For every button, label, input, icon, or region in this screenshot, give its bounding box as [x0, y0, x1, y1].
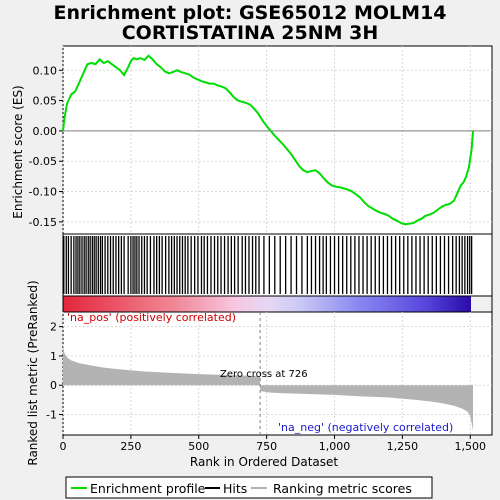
xtick-label-5: 1,250	[387, 440, 419, 453]
xtick-label-2: 500	[188, 440, 209, 453]
ranking-y-label: Ranked list metric (PreRanked)	[26, 280, 40, 465]
xtick-label-6: 1,500	[455, 440, 487, 453]
xtick-label-0: 0	[60, 440, 67, 453]
xtick-label-3: 750	[256, 440, 277, 453]
es-ytick-label-2: -0.05	[29, 155, 57, 168]
ranking-metric-area	[63, 345, 473, 431]
chart-title-line1: Enrichment plot: GSE65012 MOLM14	[53, 2, 446, 24]
xtick-label-4: 1,000	[319, 440, 351, 453]
hits-marks	[63, 236, 473, 294]
es-ytick-label-1: -0.10	[29, 186, 57, 199]
enrichment-profile-line	[62, 54, 474, 226]
rank-color-bar	[63, 296, 471, 312]
zero-cross-label: Zero cross at 726	[220, 369, 308, 380]
es-y-label: Enrichment score (ES)	[11, 85, 25, 218]
es-ytick-label-0: -0.15	[29, 216, 57, 229]
rk-ytick-label-3: 2	[50, 321, 57, 334]
rk-ytick-label-0: -1	[46, 409, 57, 422]
legend-box	[65, 476, 433, 499]
legend-item-ranking: Ranking metric scores	[251, 481, 412, 496]
legend-item-enrichment: Enrichment profile	[71, 481, 206, 496]
rk-ytick-label-2: 1	[50, 350, 57, 363]
es-y-axis: -0.15 -0.10 -0.05 0.00 0.05 0.10	[29, 64, 63, 229]
x-axis-label: Rank in Ordered Dataset	[190, 455, 338, 469]
neg-correlated-label: 'na_neg' (negatively correlated)	[278, 421, 453, 434]
es-ytick-label-3: 0.00	[33, 125, 58, 138]
chart-title-line2: CORTISTATINA 25NM 3H	[122, 22, 379, 44]
pos-correlated-label: 'na_pos' (positively correlated)	[67, 311, 236, 324]
rk-ytick-label-1: 0	[50, 379, 57, 392]
ranking-y-axis: -1 0 1 2	[46, 321, 63, 422]
legend-item-hits: Hits	[205, 481, 247, 496]
legend-hits-label: Hits	[223, 481, 247, 496]
legend-ranking-label: Ranking metric scores	[273, 481, 412, 496]
legend-enrichment-label: Enrichment profile	[90, 481, 206, 496]
es-ytick-label-5: 0.10	[33, 64, 58, 77]
x-axis: 0 250 500 750 1,000 1,250 1,500	[60, 435, 487, 453]
es-ytick-label-4: 0.05	[33, 95, 58, 108]
xtick-label-1: 250	[120, 440, 141, 453]
